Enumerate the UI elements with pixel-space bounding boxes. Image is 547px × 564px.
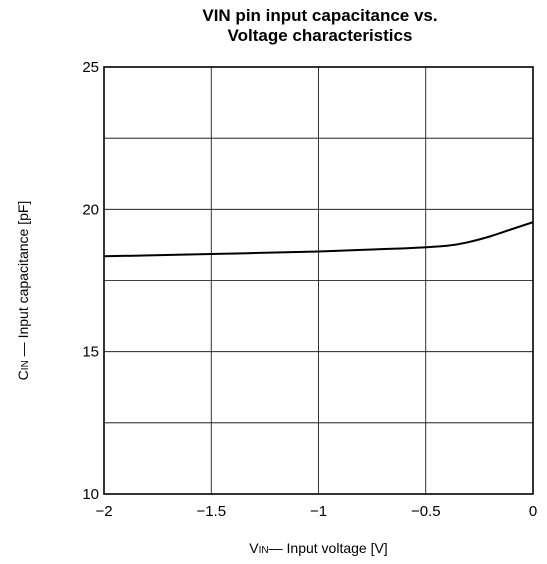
y-axis-title-text: — Input capacitance [pF] [15,201,31,361]
x-axis-title: VIN— Input voltage [V] [249,540,387,556]
y-axis-title: CIN — Input capacitance [pF] [15,201,31,381]
y-tick-label: 25 [82,59,99,76]
grid-layer [104,67,533,494]
x-axis-title-symbol: V [249,540,259,556]
chart-title-line-1: VIN pin input capacitance vs. [202,6,438,25]
x-tick-label: −2 [95,503,112,520]
ticks-layer: −2 −1.5 −1 −0.5 0 10 15 20 25 [82,59,537,520]
x-axis-title-text: — Input voltage [V] [269,540,388,556]
chart-title-line-2: Voltage characteristics [227,26,413,45]
x-tick-label: −1.5 [196,503,226,520]
series-layer [103,221,534,258]
y-axis-title-symbol: C [15,370,31,380]
x-tick-label: −0.5 [411,503,441,520]
x-tick-label: −1 [310,503,327,520]
x-axis-title-subscript: IN [259,545,269,556]
series-line [103,221,534,258]
y-tick-label: 10 [82,486,99,503]
chart-title: VIN pin input capacitance vs. Voltage ch… [100,6,540,46]
x-tick-label: 0 [529,503,537,520]
plot-frame [103,66,534,495]
y-tick-label: 20 [82,201,99,218]
y-tick-label: 15 [82,344,99,361]
y-axis-title-subscript: IN [20,360,31,370]
